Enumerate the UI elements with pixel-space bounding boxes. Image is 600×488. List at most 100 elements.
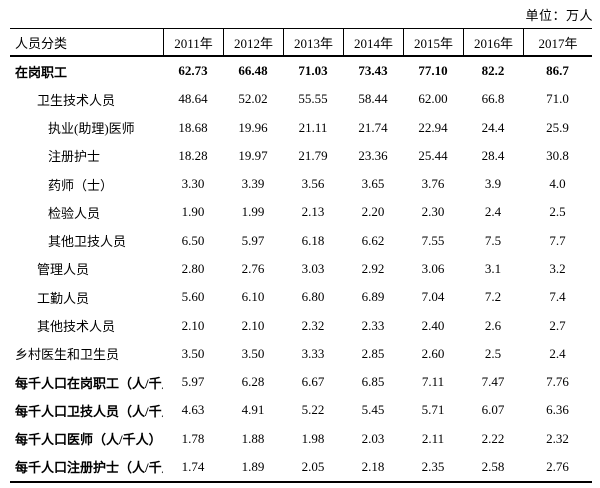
- cell-value: 62.73: [178, 63, 208, 79]
- cell-value: 73.43: [358, 63, 388, 79]
- cell-value: 23.36: [358, 147, 388, 163]
- cell-value: 2.30: [421, 204, 445, 220]
- cell-value: 6.80: [301, 289, 325, 305]
- cell-value: 3.03: [301, 260, 325, 276]
- cell-value: 6.18: [301, 232, 325, 248]
- table-row: 管理人员 2.80 2.76 3.03 2.92 3.06 3.1 3.2: [10, 255, 592, 283]
- cell-value: 25.44: [418, 147, 448, 163]
- cell-value: 2.58: [481, 458, 505, 474]
- cell-value: 2.92: [361, 260, 385, 276]
- cell-value: 5.22: [301, 402, 325, 418]
- cell-value: 6.67: [301, 374, 325, 390]
- cell-value: 2.05: [301, 458, 325, 474]
- cell-value: 6.50: [181, 232, 205, 248]
- table-row: 在岗职工 62.73 66.48 71.03 73.43 77.10 82.2 86.7: [10, 57, 592, 85]
- header-year: 2016年: [463, 29, 523, 55]
- cell-value: 6.89: [361, 289, 385, 305]
- header-category: 人员分类: [15, 35, 68, 51]
- cell-value: 71.0: [546, 91, 569, 107]
- cell-value: 1.99: [241, 204, 265, 220]
- row-label: 药师（士）: [48, 177, 114, 193]
- cell-value: 3.1: [484, 260, 502, 276]
- cell-value: 3.39: [241, 176, 265, 192]
- cell-value: 7.47: [481, 374, 505, 390]
- header-year: 2017年: [523, 29, 592, 55]
- row-label: 检验人员: [48, 205, 101, 221]
- cell-value: 2.85: [361, 345, 385, 361]
- header-year: 2013年: [283, 29, 343, 55]
- cell-value: 3.56: [301, 176, 325, 192]
- table-row: 乡村医生和卫生员 3.50 3.50 3.33 2.85 2.60 2.5 2.4: [10, 340, 592, 368]
- cell-value: 58.44: [358, 91, 388, 107]
- cell-value: 71.03: [298, 63, 328, 79]
- personnel-statistics-table: 人员分类 2011年 2012年 2013年 2014年 2015年 2016年 2017年 …: [10, 28, 592, 483]
- cell-value: 7.11: [421, 374, 445, 390]
- table-row: 每千人口在岗职工（人/千人） 5.97 6.28 6.67 6.85 7.11 7.47 7.…: [10, 368, 592, 396]
- cell-value: 6.62: [361, 232, 385, 248]
- cell-value: 2.7: [549, 317, 566, 333]
- cell-value: 3.33: [301, 345, 325, 361]
- cell-value: 2.80: [181, 260, 205, 276]
- row-label: 工勤人员: [37, 290, 90, 306]
- cell-value: 2.40: [421, 317, 445, 333]
- row-label: 乡村医生和卫生员: [15, 347, 120, 363]
- cell-value: 86.7: [546, 63, 569, 79]
- cell-value: 7.5: [484, 232, 502, 248]
- table-row: 每千人口卫技人员（人/千人） 4.63 4.91 5.22 5.45 5.71 6.07 6.…: [10, 396, 592, 424]
- table-body: 在岗职工 62.73 66.48 71.03 73.43 77.10 82.2 86.7 卫生技…: [10, 57, 592, 481]
- row-label: 注册护士: [48, 149, 101, 165]
- cell-value: 2.35: [421, 458, 445, 474]
- row-label: 每千人口在岗职工（人/千人）: [15, 375, 163, 391]
- cell-value: 2.6: [484, 317, 502, 333]
- cell-value: 19.97: [238, 147, 268, 163]
- cell-value: 3.76: [421, 176, 445, 192]
- cell-value: 25.9: [546, 119, 569, 135]
- cell-value: 5.97: [181, 374, 205, 390]
- table-row: 注册护士 18.28 19.97 21.79 23.36 25.44 28.4 30.8: [10, 142, 592, 170]
- table-row: 执业(助理)医师 18.68 19.96 21.11 21.74 22.94 24.4 25.…: [10, 114, 592, 142]
- cell-value: 2.20: [361, 204, 385, 220]
- cell-value: 66.8: [481, 91, 505, 107]
- cell-value: 55.55: [298, 91, 328, 107]
- unit-label: 单位：万人: [525, 8, 593, 23]
- table-row: 工勤人员 5.60 6.10 6.80 6.89 7.04 7.2 7.4: [10, 283, 592, 311]
- table-row: 其他技术人员 2.10 2.10 2.32 2.33 2.40 2.6 2.7: [10, 311, 592, 339]
- cell-value: 2.5: [549, 204, 566, 220]
- cell-value: 2.60: [421, 345, 445, 361]
- cell-value: 4.91: [241, 402, 265, 418]
- header-year: 2012年: [223, 29, 283, 55]
- cell-value: 2.10: [241, 317, 265, 333]
- table-row: 每千人口注册护士（人/千人） 1.74 1.89 2.05 2.18 2.35 2.58 2.…: [10, 453, 592, 481]
- cell-value: 24.4: [481, 119, 505, 135]
- cell-value: 3.06: [421, 260, 445, 276]
- cell-value: 5.45: [361, 402, 385, 418]
- header-year: 2014年: [343, 29, 403, 55]
- cell-value: 21.11: [298, 119, 328, 135]
- row-label: 执业(助理)医师: [48, 121, 135, 137]
- cell-value: 4.0: [549, 176, 566, 192]
- row-label: 卫生技术人员: [37, 92, 116, 108]
- cell-value: 2.33: [361, 317, 385, 333]
- cell-value: 19.96: [238, 119, 268, 135]
- cell-value: 1.89: [241, 458, 265, 474]
- cell-value: 6.28: [241, 374, 265, 390]
- cell-value: 3.9: [484, 176, 502, 192]
- cell-value: 1.98: [301, 430, 325, 446]
- cell-value: 52.02: [238, 91, 268, 107]
- table-header-row: 人员分类 2011年 2012年 2013年 2014年 2015年 2016年 2017年: [10, 29, 592, 57]
- cell-value: 3.2: [549, 260, 566, 276]
- cell-value: 2.10: [181, 317, 205, 333]
- table-row: 其他卫技人员 6.50 5.97 6.18 6.62 7.55 7.5 7.7: [10, 227, 592, 255]
- cell-value: 3.50: [241, 345, 265, 361]
- cell-value: 6.07: [481, 402, 505, 418]
- cell-value: 2.4: [484, 204, 502, 220]
- cell-value: 7.76: [546, 374, 569, 390]
- cell-value: 21.79: [298, 147, 328, 163]
- cell-value: 2.4: [549, 345, 566, 361]
- cell-value: 2.32: [301, 317, 325, 333]
- row-label: 每千人口卫技人员（人/千人）: [15, 403, 163, 419]
- cell-value: 2.5: [484, 345, 502, 361]
- cell-value: 2.32: [546, 430, 569, 446]
- cell-value: 5.60: [181, 289, 205, 305]
- cell-value: 2.11: [421, 430, 445, 446]
